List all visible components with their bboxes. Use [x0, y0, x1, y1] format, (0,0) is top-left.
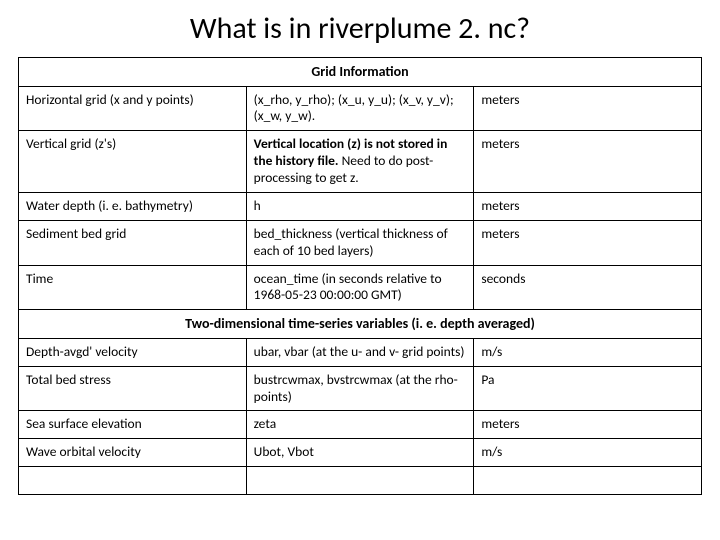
table-row: Horizontal grid (x and y points) (x_rho,…	[19, 86, 702, 131]
row-desc: (x_rho, y_rho); (x_u, y_u); (x_v, y_v); …	[246, 86, 474, 131]
row-unit: seconds	[474, 265, 702, 310]
row-label: Time	[19, 265, 247, 310]
section-header-row: Two-dimensional time-series variables (i…	[19, 310, 702, 339]
table-row: Wave orbital velocity Ubot, Vbot m/s	[19, 439, 702, 467]
row-desc: ubar, vbar (at the u- and v- grid points…	[246, 338, 474, 366]
section-header: Grid Information	[19, 58, 702, 87]
content-table: Grid Information Horizontal grid (x and …	[18, 57, 702, 495]
row-desc	[246, 467, 474, 495]
row-desc: bed_thickness (vertical thickness of eac…	[246, 220, 474, 265]
row-unit: meters	[474, 131, 702, 193]
table-row: Water depth (i. e. bathymetry) h meters	[19, 192, 702, 220]
row-label: Vertical grid (z's)	[19, 131, 247, 193]
table-row: Sediment bed grid bed_thickness (vertica…	[19, 220, 702, 265]
page-title: What is in riverplume 2. nc?	[18, 10, 702, 47]
row-label: Wave orbital velocity	[19, 439, 247, 467]
row-unit: meters	[474, 220, 702, 265]
row-desc: bustrcwmax, bvstrcwmax (at the rho-point…	[246, 366, 474, 411]
row-unit: Pa	[474, 366, 702, 411]
row-desc: zeta	[246, 411, 474, 439]
table-row: Sea surface elevation zeta meters	[19, 411, 702, 439]
row-label: Sediment bed grid	[19, 220, 247, 265]
table-row: Vertical grid (z's) Vertical location (z…	[19, 131, 702, 193]
row-desc: h	[246, 192, 474, 220]
row-desc: Ubot, Vbot	[246, 439, 474, 467]
row-label: Water depth (i. e. bathymetry)	[19, 192, 247, 220]
row-label: Total bed stress	[19, 366, 247, 411]
row-desc: ocean_time (in seconds relative to 1968-…	[246, 265, 474, 310]
row-unit	[474, 467, 702, 495]
section-header: Two-dimensional time-series variables (i…	[19, 310, 702, 339]
row-unit: meters	[474, 86, 702, 131]
row-label: Depth-avgd' velocity	[19, 338, 247, 366]
table-row	[19, 467, 702, 495]
table-row: Total bed stress bustrcwmax, bvstrcwmax …	[19, 366, 702, 411]
section-header-row: Grid Information	[19, 58, 702, 87]
row-label: Horizontal grid (x and y points)	[19, 86, 247, 131]
row-label: Sea surface elevation	[19, 411, 247, 439]
row-unit: meters	[474, 411, 702, 439]
row-desc: Vertical location (z) is not stored in t…	[246, 131, 474, 193]
row-unit: m/s	[474, 338, 702, 366]
row-unit: m/s	[474, 439, 702, 467]
row-label	[19, 467, 247, 495]
table-row: Time ocean_time (in seconds relative to …	[19, 265, 702, 310]
row-unit: meters	[474, 192, 702, 220]
table-row: Depth-avgd' velocity ubar, vbar (at the …	[19, 338, 702, 366]
